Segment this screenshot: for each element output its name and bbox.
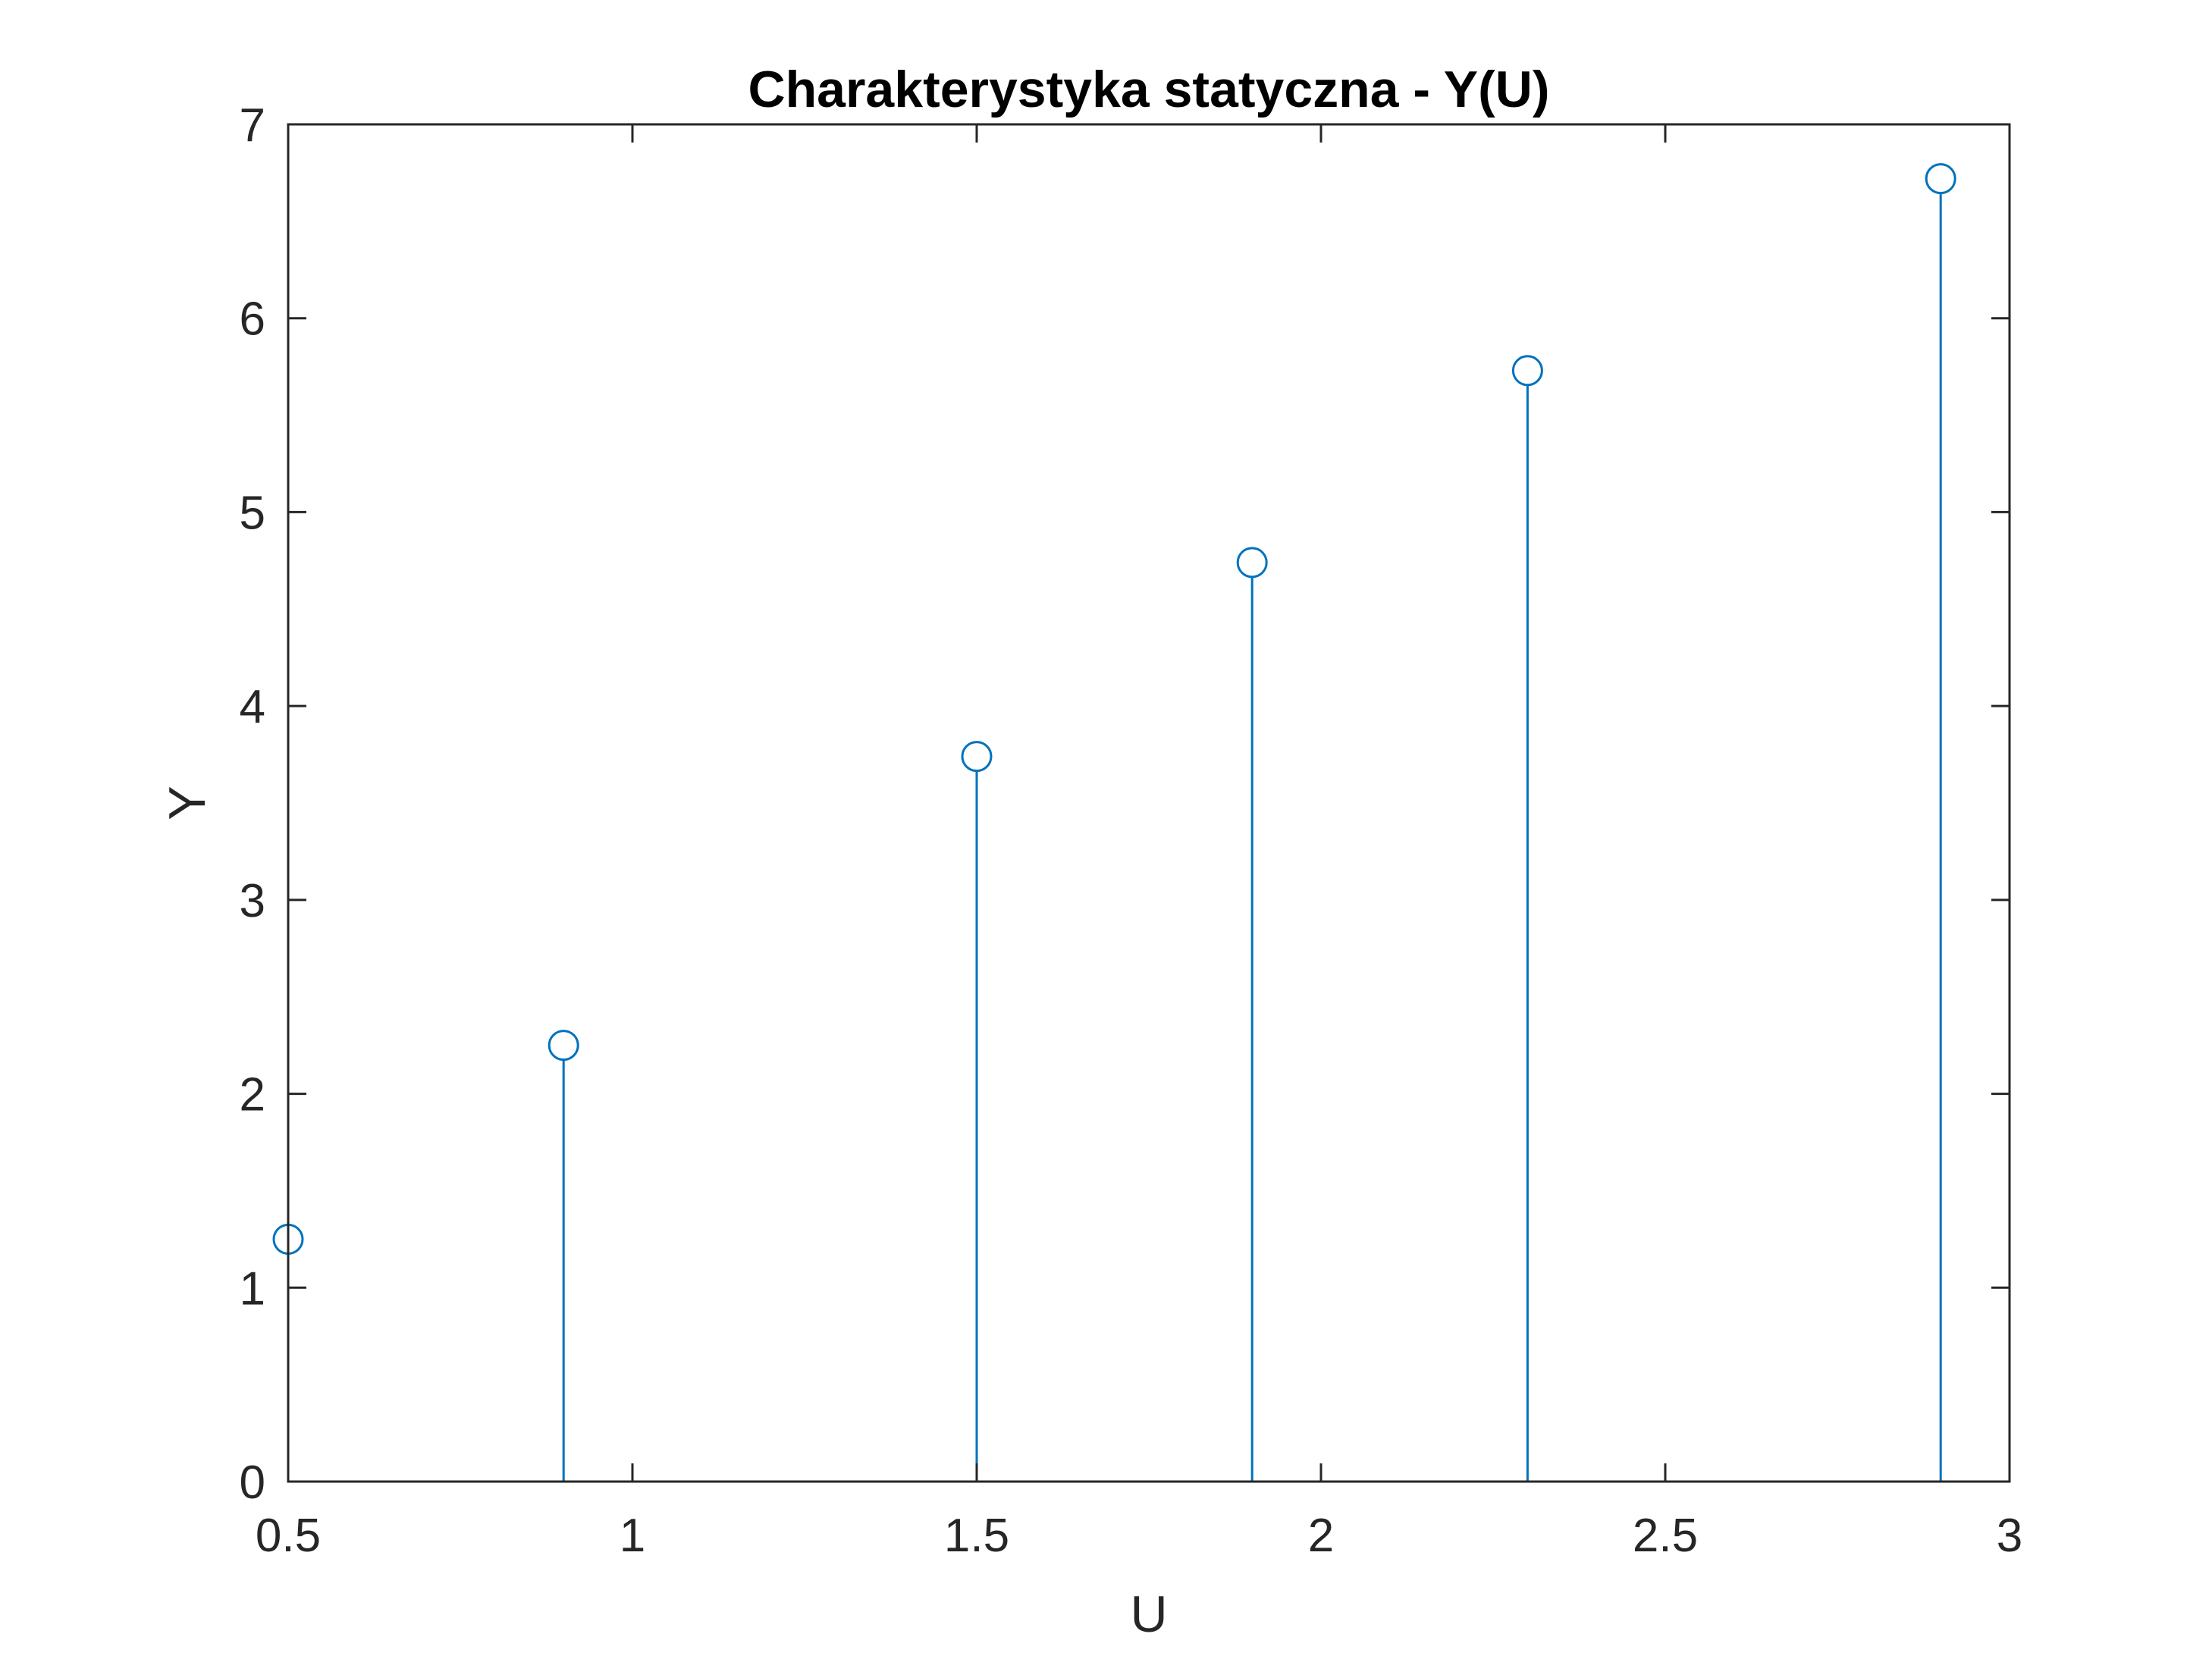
y-axis-label: Y: [158, 786, 216, 820]
x-tick-label: 2: [1308, 1510, 1334, 1562]
x-tick-label: 1: [620, 1510, 645, 1562]
y-tick-label: 5: [240, 487, 265, 539]
x-tick-label: 1.5: [944, 1510, 1009, 1562]
y-tick-label: 3: [240, 875, 265, 927]
x-tick-label: 0.5: [256, 1510, 321, 1562]
x-tick-label: 2.5: [1633, 1510, 1698, 1562]
axes-background: [288, 124, 2010, 1482]
stems-layer: [287, 193, 1942, 1482]
x-axis-label: U: [1130, 1585, 1167, 1643]
y-tick-label: 2: [240, 1069, 265, 1121]
y-tick-label: 6: [240, 293, 265, 346]
y-tick-label: 7: [240, 99, 265, 152]
y-tick-label: 1: [240, 1262, 265, 1315]
tick-labels-layer: 0.5 1 1.5 2 2.5 3 0 1 2 3 4 5 6 7: [240, 99, 2023, 1562]
stem-marker: [1511, 355, 1543, 387]
x-tick-label: 3: [1997, 1510, 2022, 1562]
stem-marker: [548, 1030, 579, 1062]
stem-marker: [1925, 163, 1956, 195]
axes-box: [287, 123, 2011, 1483]
stem-marker: [1236, 547, 1268, 579]
chart-title: Charakterystyka statyczna - Y(U): [748, 61, 1550, 118]
stem-marker: [961, 741, 993, 773]
y-tick-label: 4: [240, 681, 265, 733]
y-tick-label: 0: [240, 1457, 265, 1509]
